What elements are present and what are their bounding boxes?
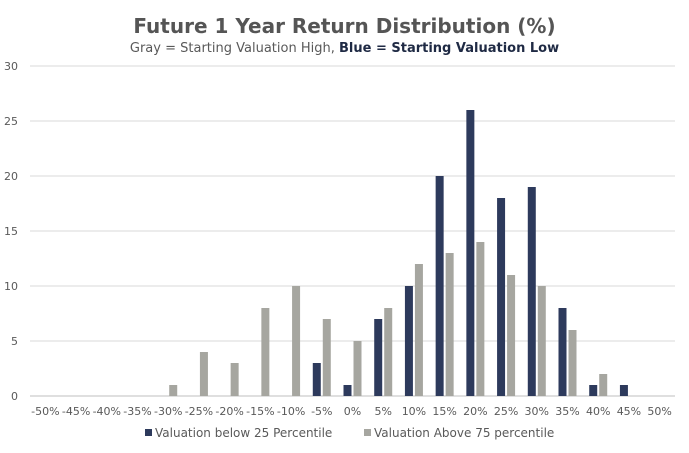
x-tick-label: 0% [344, 405, 361, 418]
bar-above-75 [568, 330, 577, 396]
bar-below-25 [404, 286, 413, 396]
chart-subtitle: Gray = Starting Valuation High, Blue = S… [0, 41, 689, 56]
y-tick-label: 20 [4, 170, 18, 183]
bar-below-25 [589, 385, 598, 396]
chart-title: Future 1 Year Return Distribution (%) [133, 14, 556, 38]
x-tick-label: 45% [617, 405, 641, 418]
bar-above-75 [230, 363, 239, 396]
bar-above-75 [384, 308, 393, 396]
y-tick-label: 10 [4, 280, 18, 293]
x-tick-label: 5% [374, 405, 391, 418]
x-tick-label: -30% [154, 405, 182, 418]
x-tick-label: 35% [555, 405, 579, 418]
bar-below-25 [343, 385, 352, 396]
x-tick-label: 30% [525, 405, 549, 418]
x-tick-label: -35% [123, 405, 151, 418]
bar-above-75 [261, 308, 270, 396]
bar-above-75 [537, 286, 546, 396]
y-tick-label: 25 [4, 115, 18, 128]
x-tick-label: 40% [586, 405, 610, 418]
bar-above-75 [199, 352, 208, 396]
legend-swatch [145, 429, 152, 436]
y-tick-label: 5 [11, 335, 18, 348]
x-tick-label: -25% [185, 405, 213, 418]
bar-above-75 [292, 286, 301, 396]
x-tick-label: 15% [432, 405, 456, 418]
bar-above-75 [414, 264, 423, 396]
bar-above-75 [476, 242, 485, 396]
bar-below-25 [312, 363, 321, 396]
legend-label: Valuation below 25 Percentile [155, 426, 332, 440]
subtitle-gray-note: Gray = Starting Valuation High, [129, 41, 335, 56]
x-tick-label: 50% [647, 405, 671, 418]
x-tick-label: -10% [277, 405, 305, 418]
subtitle-blue-note: Blue = Starting Valuation Low [338, 41, 560, 56]
x-tick-label: -50% [31, 405, 59, 418]
bar-above-75 [599, 374, 608, 396]
bar-below-25 [466, 110, 475, 396]
x-tick-label: 20% [463, 405, 487, 418]
bar-above-75 [169, 385, 178, 396]
legend-label: Valuation Above 75 percentile [374, 426, 554, 440]
x-tick-label: -45% [62, 405, 90, 418]
y-tick-label: 15 [4, 225, 18, 238]
bar-below-25 [619, 385, 628, 396]
bar-above-75 [322, 319, 331, 396]
legend-swatch [364, 429, 371, 436]
bar-below-25 [497, 198, 506, 396]
x-tick-label: 10% [402, 405, 426, 418]
bar-above-75 [353, 341, 362, 396]
y-tick-label: 0 [11, 390, 18, 403]
bar-below-25 [527, 187, 536, 396]
x-tick-label: -15% [246, 405, 274, 418]
x-tick-label: -5% [311, 405, 332, 418]
bar-above-75 [507, 275, 516, 396]
bar-below-25 [435, 176, 444, 396]
bar-above-75 [445, 253, 454, 396]
x-tick-label: 25% [494, 405, 518, 418]
x-tick-label: -40% [93, 405, 121, 418]
bar-below-25 [374, 319, 383, 396]
x-tick-label: -20% [215, 405, 243, 418]
bar-below-25 [558, 308, 567, 396]
y-tick-label: 30 [4, 60, 18, 73]
